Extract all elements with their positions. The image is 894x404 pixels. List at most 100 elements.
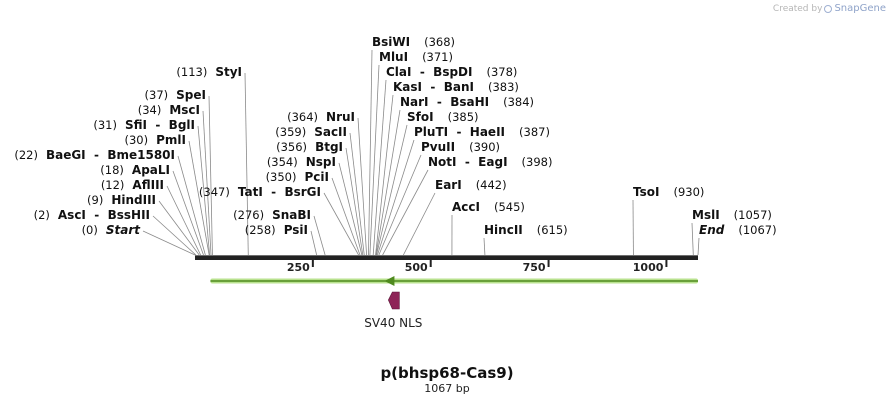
site-start[interactable]: (0) Start [82,223,142,237]
site-position: (385) [448,110,479,124]
feature-cas9-orf[interactable] [210,276,699,286]
site-pvuii[interactable]: PvuII (390) [421,140,500,154]
site-label-text: HincII (615) [484,223,568,237]
backbone-bar [195,255,698,260]
site-pmli[interactable]: (30) PmlI [125,133,187,147]
site-name: TatI - BsrGI [238,185,321,199]
site-position: (258) [245,223,276,237]
site-leader-line [375,109,401,256]
site-tati-bsrgi[interactable]: (347) TatI - BsrGI [199,185,321,199]
site-position: (34) [138,103,162,117]
site-name: SpeI [176,88,206,102]
site-position: (384) [503,95,534,109]
site-kasi-bani[interactable]: KasI - BanI (383) [393,80,519,94]
site-label-text: KasI - BanI (383) [393,80,519,94]
site-hincii[interactable]: HincII (615) [484,223,568,237]
site-leader-line [403,192,436,256]
site-leader-line [375,94,394,256]
site-position: (9) [87,193,103,207]
site-label-text: MslI (1057) [692,208,772,222]
site-name: EarI [435,178,462,192]
site-baegi-bme1580i[interactable]: (22) BaeGI - Bme1580I [14,148,175,162]
site-pluti-haeii[interactable]: PluTI - HaeII (387) [414,125,550,139]
site-position: (615) [537,223,568,237]
site-sfii-bgli[interactable]: (31) SfiI - BglI [93,118,195,132]
site-label-text: (22) BaeGI - Bme1580I [14,148,175,162]
site-label-text: (30) PmlI [125,133,187,147]
feature-sv40-nls[interactable]: SV40 NLS [364,291,422,330]
axis-tick-label: 750 [523,261,546,274]
site-name: PvuII [421,140,455,154]
site-clai-bspdi[interactable]: ClaI - BspDI (378) [386,65,517,79]
site-acci[interactable]: AccI (545) [452,200,525,214]
site-leader-line [202,110,212,256]
site-label-text: (2) AscI - BssHII [34,208,150,222]
site-name: SnaBI [272,208,311,222]
site-sacii[interactable]: (359) SacII [275,125,347,139]
site-name: MslI [692,208,720,222]
site-label-text: EarI (442) [435,178,507,192]
site-mlui[interactable]: MluI (371) [379,50,453,64]
site-apali[interactable]: (18) ApaLI [100,163,170,177]
site-name: ApaLI [132,163,170,177]
site-afliii[interactable]: (12) AflIII [101,178,164,192]
site-label-text: (359) SacII [275,125,347,139]
site-leader-line [377,139,415,256]
site-hindiii[interactable]: (9) HindIII [87,193,156,207]
site-leader-line [142,230,196,256]
site-name: TsoI [633,185,659,199]
site-name: SfoI [407,110,434,124]
sequence-backbone [195,255,698,260]
site-pcii[interactable]: (350) PciI [266,170,329,184]
site-position: (1067) [738,223,776,237]
site-leader-line [166,185,202,256]
site-leader-line [691,222,694,256]
site-btgi[interactable]: (356) BtgI [276,140,343,154]
feature-track: SV40 NLS [210,276,699,330]
site-leader-line [338,162,363,256]
site-asci-bsshii[interactable]: (2) AscI - BssHII [34,208,150,222]
site-name: PsiI [284,223,308,237]
site-position: (390) [469,140,500,154]
site-sfoi[interactable]: SfoI (385) [407,110,479,124]
site-bsiwi[interactable]: BsiWI (368) [372,35,455,49]
site-leader-line [152,215,197,256]
site-styi[interactable]: (113) StyI [176,65,242,79]
site-psii[interactable]: (258) PsiI [245,223,308,237]
site-noti-eagi[interactable]: NotI - EagI (398) [428,155,552,169]
site-tsoi[interactable]: TsoI (930) [633,185,704,199]
site-msci[interactable]: (34) MscI [138,103,200,117]
site-label-text: (0) Start [82,223,142,237]
site-position: (12) [101,178,125,192]
site-name: BsiWI [372,35,410,49]
site-name: MscI [169,103,200,117]
site-nari-bsahi[interactable]: NarI - BsaHI (384) [400,95,534,109]
site-end[interactable]: End (1067) [699,223,777,237]
site-label-text: (34) MscI [138,103,200,117]
site-snabi[interactable]: (276) SnaBI [233,208,311,222]
site-label-text: (18) ApaLI [100,163,170,177]
site-eari[interactable]: EarI (442) [435,178,507,192]
site-position: (350) [266,170,297,184]
axis-tick-label: 1000 [633,261,664,274]
site-name: NruI [326,110,355,124]
axis-ticks: 250 500 750 1000 [287,260,668,274]
site-leader-line [382,169,429,256]
site-label-text: ClaI - BspDI (378) [386,65,517,79]
credit: Created by SnapGene [773,3,886,14]
site-label-text: (12) AflIII [101,178,164,192]
site-name: HincII [484,223,523,237]
site-nspi[interactable]: (354) NspI [267,155,336,169]
site-label-text: PluTI - HaeII (387) [414,125,550,139]
site-nrui[interactable]: (364) NruI [287,110,355,124]
site-label-text: (364) NruI [287,110,355,124]
site-label-text: (276) SnaBI [233,208,311,222]
site-spei[interactable]: (37) SpeI [145,88,206,102]
site-msli[interactable]: MslI (1057) [692,208,772,222]
site-position: (31) [93,118,117,132]
site-label-text: NarI - BsaHI (384) [400,95,534,109]
site-position: (383) [488,80,519,94]
site-position: (354) [267,155,298,169]
site-position: (0) [82,223,98,237]
